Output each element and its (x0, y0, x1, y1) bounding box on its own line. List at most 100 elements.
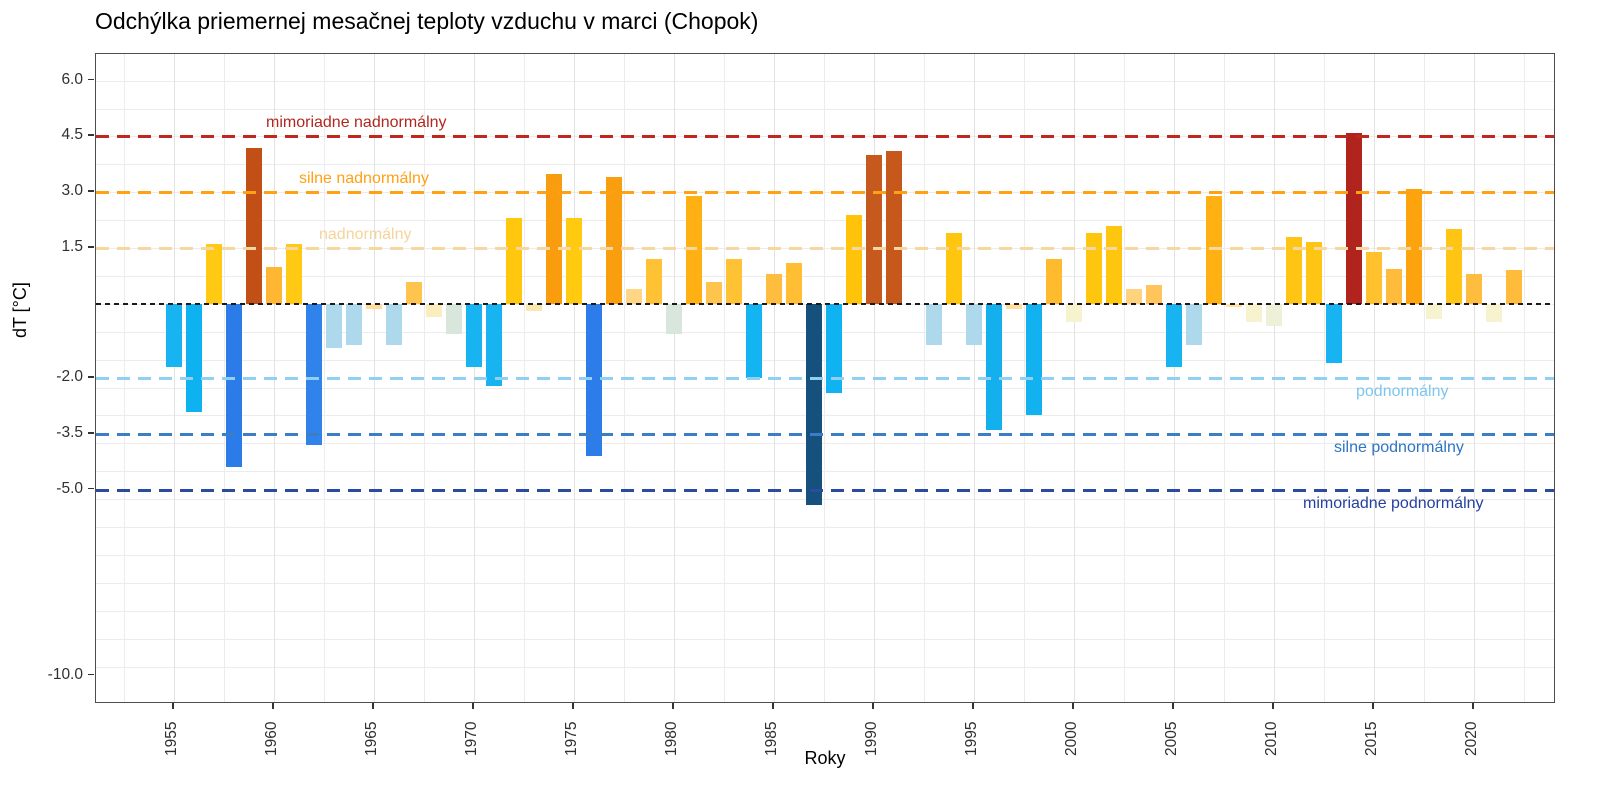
bar-1968 (426, 303, 442, 317)
bar-1967 (406, 281, 422, 304)
h-gridline (96, 582, 1554, 584)
bar-2022 (1506, 270, 1522, 304)
plot-panel: mimoriadne nadnormálny silne nadnormálny n… (95, 53, 1555, 703)
bar-2013 (1326, 303, 1342, 364)
bar-1980 (666, 303, 682, 334)
bar-2020 (1466, 274, 1482, 304)
bar-1958 (226, 303, 242, 468)
h-gridline (96, 80, 1554, 82)
x-tick-mark (172, 703, 174, 709)
threshold-label--2: podnormálny (1356, 383, 1449, 401)
threshold-label-1.5: nadnormálny (319, 226, 412, 243)
bar-1985 (766, 274, 782, 304)
h-gridline (96, 471, 1554, 473)
threshold-label-3: silne nadnormálny (299, 170, 429, 188)
threshold-line-1.5 (96, 247, 1554, 250)
x-tick-mark (1472, 703, 1474, 709)
bar-2018 (1426, 303, 1442, 319)
bar-2003 (1126, 288, 1142, 304)
bar-2000 (1066, 303, 1082, 323)
bar-2006 (1186, 303, 1202, 345)
h-gridline (96, 108, 1554, 110)
bar-1964 (346, 303, 362, 345)
h-gridline (96, 220, 1554, 222)
y-tick-label: 4.5 (61, 126, 83, 144)
bar-1984 (746, 303, 762, 379)
bar-1965 (366, 303, 382, 310)
bar-1979 (646, 259, 662, 304)
threshold-line-3 (96, 191, 1554, 195)
y-tick-label: -3.5 (56, 424, 83, 441)
bar-2019 (1446, 229, 1462, 304)
bar-1989 (846, 214, 862, 304)
bar-2005 (1166, 303, 1182, 367)
bar-1974 (546, 173, 562, 304)
threshold-line-4.5 (96, 135, 1554, 139)
x-tick-mark (1172, 703, 1174, 709)
y-tick-label: -2.0 (56, 368, 83, 386)
y-tick-mark (88, 673, 94, 676)
y-tick-mark (88, 190, 94, 192)
bar-1994 (946, 233, 962, 304)
bar-1993 (926, 303, 942, 345)
bar-1996 (986, 303, 1002, 431)
bar-1969 (446, 303, 462, 334)
h-gridline (96, 638, 1554, 640)
x-tick-mark (1272, 703, 1274, 709)
h-gridline (96, 554, 1554, 556)
x-tick-mark (772, 703, 774, 709)
bar-1970 (466, 303, 482, 367)
bar-1977 (606, 177, 622, 304)
bar-1997 (1006, 303, 1022, 310)
y-tick-mark (88, 78, 94, 81)
y-tick-label: 3.0 (61, 182, 83, 200)
bar-1975 (566, 218, 582, 304)
x-tick-mark (272, 703, 274, 709)
x-tick-mark (472, 703, 474, 709)
bar-2016 (1386, 268, 1402, 304)
x-tick-mark (572, 703, 574, 709)
y-tick-mark (88, 246, 94, 248)
bar-1966 (386, 303, 402, 345)
bar-1983 (726, 259, 742, 304)
bar-1957 (206, 244, 222, 304)
y-tick-label: 6.0 (61, 70, 83, 88)
threshold-label--5: mimoriadne podnormálny (1303, 494, 1484, 512)
bar-2012 (1306, 242, 1322, 304)
h-gridline (96, 443, 1554, 445)
bar-1990 (866, 155, 882, 304)
bar-1978 (626, 288, 642, 304)
bar-1995 (966, 303, 982, 345)
x-tick-mark (1372, 703, 1374, 709)
h-gridline (96, 387, 1554, 389)
h-gridline (96, 331, 1554, 333)
x-tick-mark (672, 703, 674, 709)
bar-1956 (186, 303, 202, 412)
bar-1962 (306, 303, 322, 446)
y-tick-label: -10.0 (47, 665, 83, 683)
bar-2017 (1406, 188, 1422, 304)
bar-2004 (1146, 285, 1162, 304)
y-tick-label: 1.5 (61, 238, 83, 255)
bar-1991 (886, 151, 902, 304)
bar-1999 (1046, 259, 1062, 304)
threshold-line-0 (96, 302, 1554, 305)
y-tick-mark (88, 376, 94, 378)
bar-1988 (826, 303, 842, 394)
bar-2010 (1266, 303, 1282, 327)
bar-2008 (1226, 303, 1242, 308)
bar-1961 (286, 244, 302, 304)
bar-2011 (1286, 236, 1302, 304)
x-tick-mark (1072, 703, 1074, 709)
h-gridline (96, 275, 1554, 277)
bar-2002 (1106, 225, 1122, 304)
h-gridline (96, 359, 1554, 361)
x-tick-mark (872, 703, 874, 709)
bar-1986 (786, 262, 802, 304)
bar-1987 (806, 303, 822, 505)
bar-2015 (1366, 251, 1382, 304)
bar-1982 (706, 281, 722, 304)
bar-1955 (166, 303, 182, 367)
bar-1972 (506, 218, 522, 304)
